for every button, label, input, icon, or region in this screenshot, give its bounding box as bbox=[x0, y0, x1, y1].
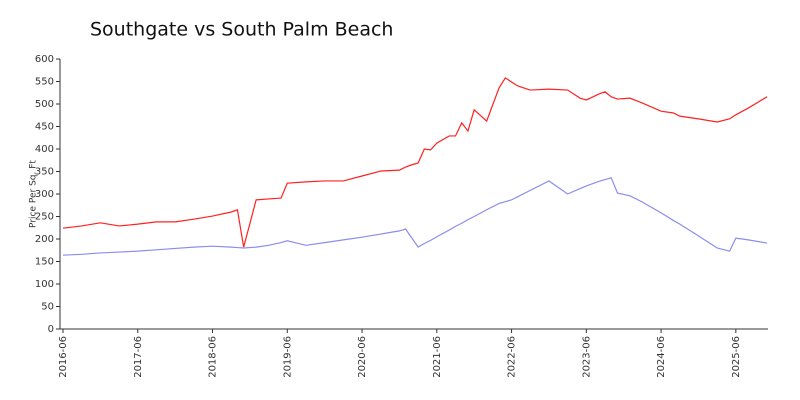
series-line bbox=[62, 77, 768, 248]
y-tick-label: 550 bbox=[35, 77, 54, 88]
y-tick-label: 250 bbox=[35, 212, 54, 223]
x-tick-label: 2022-06 bbox=[507, 336, 518, 378]
x-tick-label: 2024-06 bbox=[656, 336, 667, 378]
x-tick-label: 2019-06 bbox=[282, 336, 293, 378]
x-tick-label: 2020-06 bbox=[357, 336, 368, 378]
x-tick-label: 2021-06 bbox=[432, 336, 443, 378]
chart-title: Southgate vs South Palm Beach bbox=[90, 19, 393, 41]
y-tick-label: 500 bbox=[35, 99, 54, 110]
y-tick-label: 350 bbox=[35, 167, 54, 178]
y-tick-label: 200 bbox=[35, 234, 54, 245]
x-tick-label: 2018-06 bbox=[208, 336, 219, 378]
y-tick-label: 400 bbox=[35, 144, 54, 155]
y-tick-label: 450 bbox=[35, 122, 54, 133]
x-tick-label: 2023-06 bbox=[581, 336, 592, 378]
y-axis-label: Price Per Sq. Ft bbox=[29, 160, 39, 228]
y-tick-label: 0 bbox=[48, 324, 54, 335]
y-tick-label: 100 bbox=[35, 279, 54, 290]
x-tick-label: 2025-06 bbox=[731, 336, 742, 378]
x-tick-label: 2016-06 bbox=[58, 336, 69, 378]
x-tick-label: 2017-06 bbox=[133, 336, 144, 378]
y-tick-label: 150 bbox=[35, 257, 54, 268]
y-tick-label: 300 bbox=[35, 189, 54, 200]
y-tick-label: 50 bbox=[41, 302, 54, 313]
series-line bbox=[62, 177, 768, 256]
y-tick-label: 600 bbox=[35, 54, 54, 65]
